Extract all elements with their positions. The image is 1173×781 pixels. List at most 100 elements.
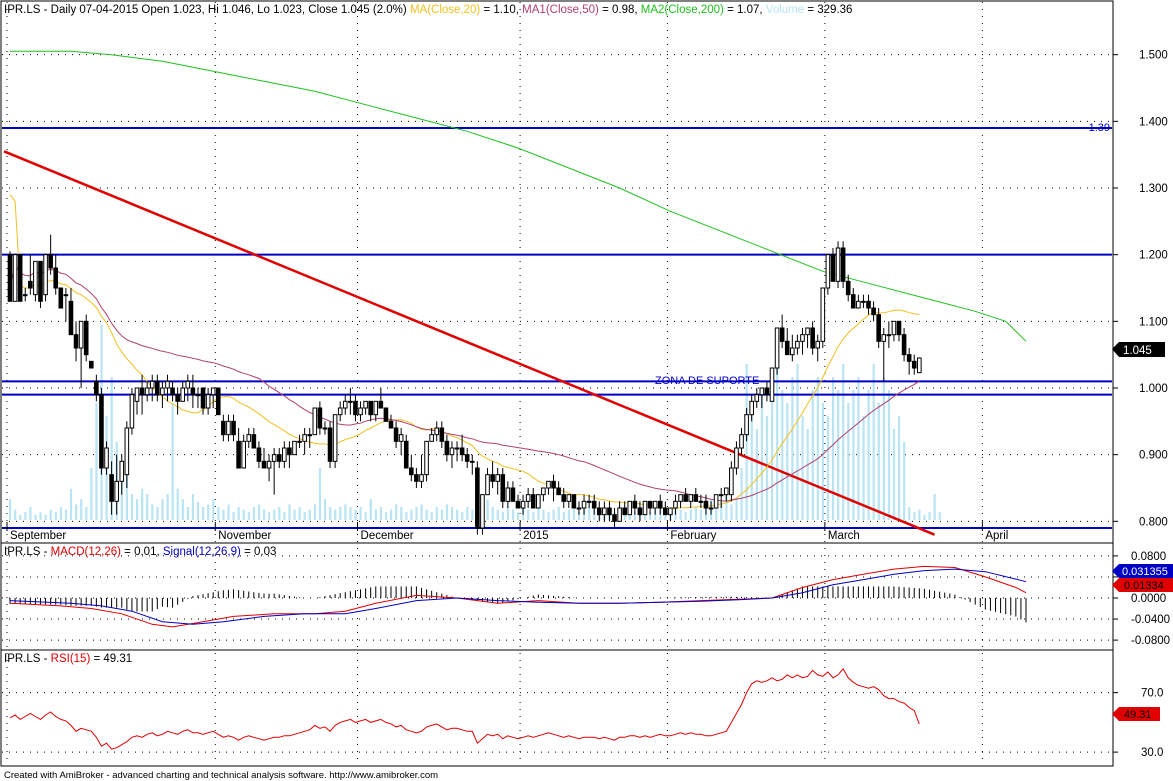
candle-body-down (693, 494, 699, 502)
candle-body-down (896, 320, 902, 336)
candle-body-down (287, 447, 292, 456)
moving-averages (9, 50, 1027, 510)
volume-bar (288, 504, 291, 520)
macd-legend: MACD(12,26) (51, 546, 121, 558)
candle (566, 494, 572, 508)
volume-bar (146, 494, 149, 520)
candle (886, 321, 892, 348)
candle (454, 441, 460, 462)
candle-body-down (561, 494, 567, 502)
candle-body-up (652, 500, 658, 509)
candle (312, 407, 318, 436)
candle (215, 387, 221, 416)
candle-body-up (348, 400, 353, 403)
candle-body-up (342, 400, 348, 409)
candle-body-up (495, 474, 500, 482)
volume-bar (908, 507, 911, 520)
candle (114, 454, 119, 515)
candle (104, 441, 109, 475)
candle (160, 381, 165, 408)
volume-bar (318, 468, 322, 520)
candle-body-up (891, 320, 897, 336)
candle-body-down (515, 500, 521, 509)
candle-body-up (12, 254, 18, 302)
candle (556, 481, 561, 496)
candle (200, 387, 206, 415)
candle-body-up (825, 254, 831, 289)
candle (353, 394, 358, 422)
candle-body-down (530, 494, 536, 509)
candle (155, 374, 160, 402)
volume-bar (405, 512, 408, 520)
candle-body-up (144, 387, 150, 396)
candle (475, 461, 480, 535)
candle-body-down (906, 354, 912, 362)
candle-body-up (739, 434, 744, 449)
candle-body-down (830, 254, 836, 282)
signal-legend-value: = 0.03 (244, 546, 276, 558)
volume-bar (557, 507, 560, 520)
volume-bar (34, 514, 37, 520)
candle (683, 488, 688, 502)
candle-body-down (439, 427, 445, 442)
volume-bar (450, 507, 454, 520)
candle (358, 401, 363, 422)
candle-body-up (886, 334, 892, 337)
candle (830, 248, 836, 282)
volume-bar (237, 507, 240, 520)
candle (850, 288, 856, 309)
candle (840, 241, 846, 288)
ma20-line (9, 194, 920, 510)
volume-bar (562, 512, 565, 520)
candle-body-up (480, 494, 485, 529)
signal-badge-value: 0.031355 (1122, 566, 1168, 578)
volume-bar (349, 507, 352, 520)
price-y-tick-label: 0.800 (1139, 516, 1168, 528)
candle-body-down (155, 380, 160, 396)
candle-body-down (368, 400, 373, 416)
candle (266, 454, 272, 482)
volume-bar (166, 494, 169, 520)
volume-bar (847, 403, 850, 520)
candle-body-down (378, 400, 384, 409)
volume-bar (872, 364, 875, 520)
volume-bar (654, 509, 657, 520)
candle-body-down (647, 500, 653, 509)
volume-bar (842, 364, 845, 520)
candle (236, 428, 241, 469)
candle-body-up (210, 387, 216, 396)
candle-body-up (424, 440, 429, 476)
volume-bar (232, 512, 235, 520)
candle-body-down (876, 314, 881, 342)
candle-body-up (586, 500, 592, 503)
volume-bar (867, 390, 870, 520)
volume-bar (765, 416, 769, 520)
candle (88, 360, 94, 369)
candle-body-down (500, 474, 506, 502)
signal-value-badge: 0.031355 (1112, 564, 1173, 578)
candle-body-down (68, 300, 74, 336)
candle-body-down (596, 507, 602, 516)
candle-body-up (292, 440, 297, 456)
rsi-badge-value: 49.31 (1124, 709, 1152, 721)
candle (663, 501, 668, 516)
candle-body-up (205, 394, 211, 409)
volume-bar (821, 403, 824, 520)
candle-body-down (215, 387, 221, 416)
candle-body-up (429, 434, 434, 442)
x-tick-label: November (218, 530, 271, 542)
candle-body-up (78, 320, 84, 349)
candle (602, 501, 607, 522)
volume-bar (633, 512, 637, 520)
candle (459, 434, 465, 462)
candle (221, 414, 226, 442)
candle-body-up (43, 254, 48, 296)
candle (292, 440, 297, 456)
volume-bar (760, 390, 764, 520)
candle (205, 388, 211, 415)
candle (78, 320, 84, 388)
candle (261, 448, 267, 469)
candle (297, 434, 302, 448)
candle-body-down (845, 280, 851, 296)
candle (779, 314, 785, 348)
